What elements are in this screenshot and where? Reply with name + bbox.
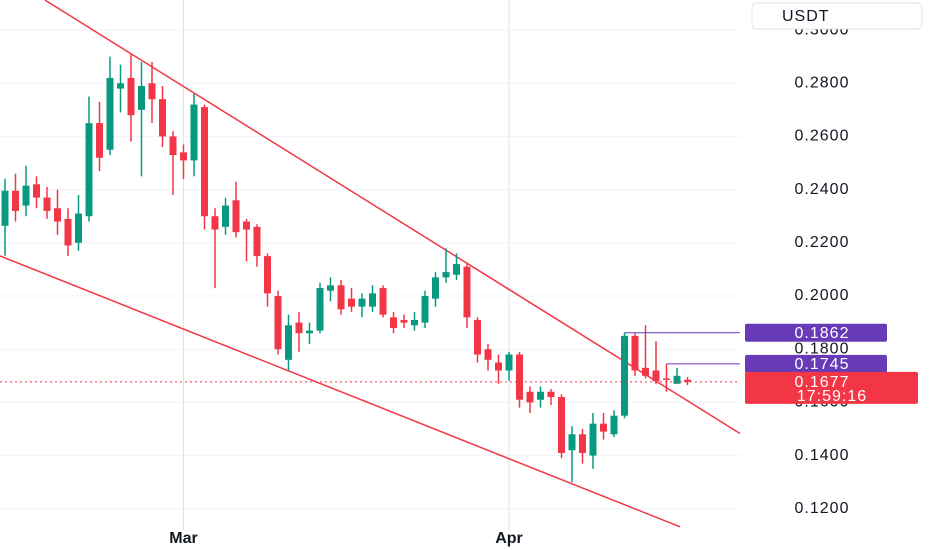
candle-body	[558, 397, 565, 453]
candle-body	[201, 107, 208, 217]
price-badge-label: 0.1745	[795, 356, 850, 373]
candle-body	[505, 354, 513, 371]
x-tick-label: Apr	[495, 530, 523, 547]
candle-body	[369, 293, 376, 307]
candle-body	[348, 298, 355, 307]
candle-body	[453, 264, 460, 275]
candle-body	[243, 221, 250, 230]
candle-body	[222, 205, 229, 227]
candle-body	[306, 330, 313, 334]
candle-body	[33, 184, 40, 198]
candle-body	[673, 375, 681, 384]
y-tick-label: 0.2400	[795, 181, 850, 198]
currency: USDT	[782, 8, 830, 25]
candle-body	[411, 319, 418, 326]
candle-body	[400, 319, 408, 323]
candle-body	[442, 272, 450, 278]
candle-body	[652, 370, 660, 382]
candle-body	[148, 83, 156, 100]
candle-body	[85, 123, 93, 217]
candle-body	[169, 136, 177, 156]
candle-body	[421, 296, 429, 323]
y-tick-label: 0.2800	[795, 74, 850, 91]
candle-body	[631, 335, 639, 371]
candle-body	[432, 277, 439, 299]
candle-body	[516, 354, 523, 400]
candle-body	[43, 197, 51, 211]
y-tick-label: 0.2600	[795, 128, 850, 145]
y-tick-label: 0.1800	[795, 340, 850, 357]
price-badge	[745, 354, 887, 373]
candle-body	[495, 362, 502, 371]
candle-body	[211, 216, 219, 230]
candle-body	[463, 266, 471, 318]
candle-body	[600, 423, 607, 432]
candle-body	[22, 185, 30, 206]
candle-body	[232, 200, 240, 233]
candle-body	[484, 349, 492, 360]
candle-body	[106, 77, 114, 150]
last-price-label: 0.1677	[795, 374, 850, 391]
candle-body	[1, 190, 9, 226]
plot-area	[0, 0, 740, 528]
candle-body	[274, 296, 282, 350]
candle-body	[358, 298, 366, 307]
price-axis: 0.12000.14000.16000.18000.20000.22000.24…	[169, 21, 850, 547]
candle-body	[642, 367, 649, 376]
y-tick-label: 0.1400	[795, 447, 850, 464]
candle-body	[610, 415, 618, 435]
candle-body	[159, 99, 166, 137]
countdown: 17:59:16	[797, 388, 867, 405]
candle-body	[285, 325, 292, 360]
candle-body	[190, 104, 198, 161]
candle-body	[316, 288, 324, 331]
y-tick-label: 0.1200	[795, 500, 850, 517]
candle-body	[12, 190, 19, 211]
candle-body	[589, 423, 597, 456]
candle-body	[54, 208, 61, 222]
x-tick-label: Mar	[169, 530, 197, 547]
currency-box[interactable]	[751, 2, 923, 30]
candle-body	[568, 434, 576, 451]
candle-body	[64, 218, 72, 246]
candle-body	[75, 213, 82, 243]
trendline	[0, 255, 681, 528]
candle-body	[117, 83, 124, 89]
candle-body	[96, 123, 103, 158]
last-price-badge	[745, 371, 918, 404]
y-tick-label: 0.2000	[795, 287, 850, 304]
candle-body	[138, 85, 145, 110]
candle-body	[180, 152, 187, 161]
candle-body	[621, 335, 628, 416]
candle-body	[337, 285, 345, 310]
candle-body	[295, 322, 303, 334]
candle-body	[390, 317, 397, 328]
y-tick-label: 0.2200	[795, 234, 850, 251]
candle-body	[537, 391, 544, 400]
candle-body	[526, 391, 534, 403]
candle-body	[474, 319, 481, 355]
candle-body	[327, 285, 334, 291]
candle-body	[663, 378, 670, 380]
price-badge	[745, 323, 887, 342]
candle-body	[379, 288, 387, 315]
candle-body	[127, 77, 135, 116]
candle-body	[253, 226, 261, 257]
candle-body	[684, 379, 691, 382]
candle-body	[579, 434, 586, 453]
candle-body	[547, 391, 555, 398]
candle-body	[264, 256, 271, 294]
price-badge-label: 0.1862	[795, 325, 850, 342]
